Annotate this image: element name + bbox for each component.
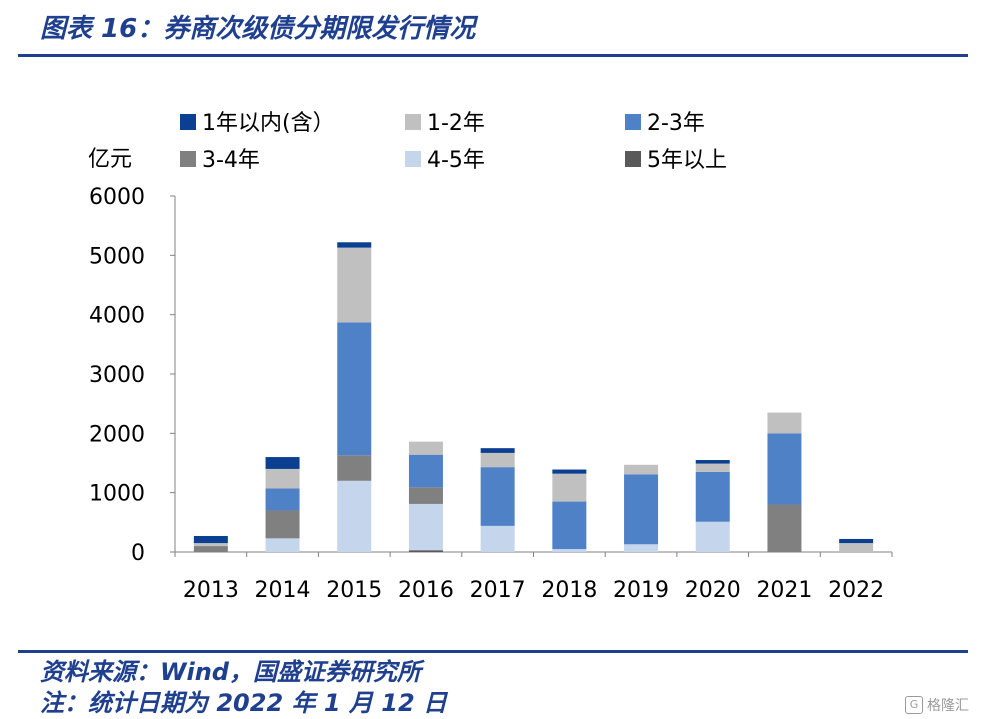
bar-segment (552, 501, 587, 550)
date-note: 注：统计日期为 2022 年 1 月 12 日 (40, 689, 448, 717)
y-tick-label: 3000 (89, 363, 145, 388)
watermark-text: 格隆汇 (927, 698, 969, 714)
bar-segment (480, 467, 515, 526)
bar-segment (265, 510, 300, 539)
legend-label: 1年以内(含） (202, 111, 335, 136)
legend-label: 3-4年 (202, 148, 260, 173)
bar-segment (337, 242, 372, 248)
y-tick-label: 1000 (89, 482, 145, 507)
bar-segment (408, 441, 443, 455)
x-tick-label: 2019 (613, 578, 669, 603)
bar-segment (695, 471, 730, 522)
bar-segment (408, 503, 443, 551)
bar-segment (337, 322, 372, 456)
bar-segment (193, 535, 228, 544)
legend-swatch (405, 151, 421, 167)
page-title: 图表 16：券商次级债分期限发行情况 (40, 14, 476, 44)
bar-segment (265, 488, 300, 511)
bar-segment (265, 457, 300, 469)
bar-segment (767, 412, 802, 434)
bar-segment (552, 469, 587, 474)
y-axis-label: 亿元 (88, 147, 132, 172)
y-tick-label: 5000 (89, 244, 145, 269)
footer-divider (18, 650, 968, 653)
bar-segment (839, 538, 874, 544)
bar-segment (337, 480, 372, 552)
bar-segment (337, 247, 372, 323)
x-tick-label: 2020 (685, 578, 741, 603)
source-note: 资料来源：Wind，国盛证券研究所 (40, 658, 421, 686)
bar-segment (480, 525, 515, 552)
bar-segment (265, 468, 300, 489)
bar-segment (839, 543, 874, 552)
bar-segment (480, 452, 515, 468)
bar-segment (695, 521, 730, 552)
legend-label: 1-2年 (427, 111, 485, 136)
watermark: G 格隆汇 (905, 695, 969, 715)
legend-swatch (180, 151, 196, 167)
bar-segment (624, 544, 659, 552)
bar-segment (695, 460, 730, 464)
y-tick-label: 2000 (89, 422, 145, 447)
bar-segment (408, 454, 443, 488)
bar-segment (408, 487, 443, 504)
x-tick-label: 2017 (470, 578, 526, 603)
y-tick-label: 4000 (89, 304, 145, 329)
y-tick-label: 0 (131, 541, 145, 566)
x-tick-label: 2016 (398, 578, 454, 603)
legend-swatch (625, 114, 641, 130)
bar-segment (337, 455, 372, 481)
gelonghui-logo-icon: G (905, 696, 923, 714)
bar-segment (480, 448, 515, 453)
bar-segment (767, 433, 802, 505)
x-tick-label: 2018 (541, 578, 597, 603)
legend-label: 5年以上 (647, 148, 727, 173)
bar-segment (624, 474, 659, 545)
legend-swatch (180, 114, 196, 130)
x-tick-label: 2021 (756, 578, 812, 603)
bar-segment (624, 464, 659, 475)
bar-segment (193, 543, 228, 547)
x-tick-label: 2014 (255, 578, 311, 603)
bar-segment (265, 538, 300, 552)
bar-segment (552, 549, 587, 552)
legend-swatch (405, 114, 421, 130)
bar-segment (767, 504, 802, 552)
legend-label: 4-5年 (427, 148, 485, 173)
title-divider (18, 54, 968, 57)
legend-label: 2-3年 (647, 111, 705, 136)
y-tick-label: 6000 (89, 185, 145, 210)
x-tick-label: 2013 (183, 578, 239, 603)
bar-segment (193, 546, 228, 552)
legend-swatch (625, 151, 641, 167)
bar-segment (552, 473, 587, 502)
bar-segment (408, 550, 443, 552)
bar-segment (695, 463, 730, 472)
x-tick-label: 2015 (326, 578, 382, 603)
x-tick-label: 2022 (828, 578, 884, 603)
